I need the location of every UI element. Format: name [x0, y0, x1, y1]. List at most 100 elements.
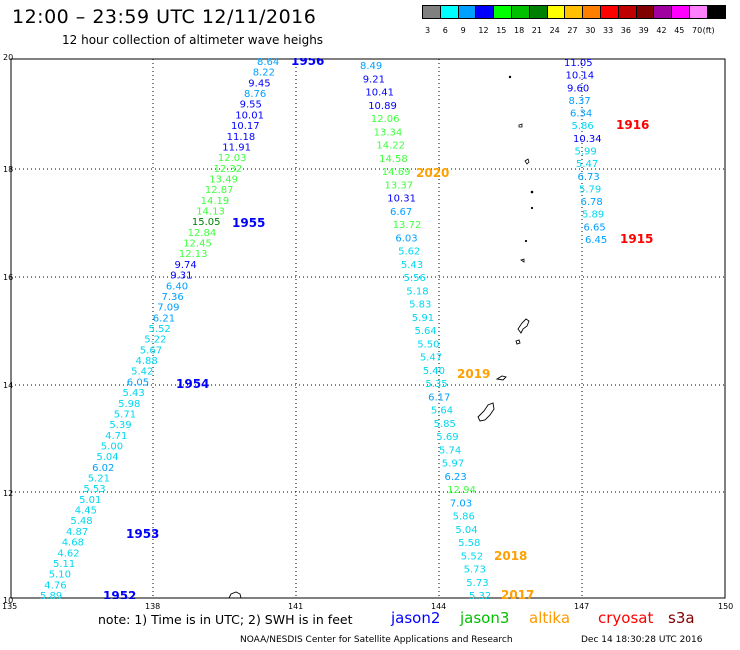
wave-height-value: 5.73 [466, 578, 488, 589]
wave-height-value: 5.71 [114, 409, 136, 420]
island-shape [524, 239, 528, 243]
wave-height-value: 5.97 [442, 459, 464, 470]
wave-height-value: 12.03 [218, 153, 247, 164]
legend-label: 36 [620, 26, 631, 35]
wave-height-value: 5.39 [109, 420, 131, 431]
lat-tick-label: 16 [3, 273, 14, 282]
legend-swatch [635, 5, 655, 19]
wave-height-value: 12.94 [447, 485, 476, 496]
wave-height-value: 5.11 [53, 559, 75, 570]
wave-height-value: 5.99 [575, 147, 597, 158]
wave-height-value: 5.79 [579, 184, 601, 195]
wave-height-value: 13.37 [385, 180, 414, 191]
generation-timestamp: Dec 14 18:30:28 UTC 2016 [581, 635, 703, 645]
legend-swatch [653, 5, 673, 19]
wave-height-value: 13.34 [374, 127, 403, 138]
wave-height-value: 9.31 [170, 271, 192, 282]
footnote: note: 1) Time is in UTC; 2) SWH is in fe… [98, 612, 353, 627]
wave-height-value: 4.71 [105, 431, 127, 442]
legend-label: 39 [638, 26, 649, 35]
wave-height-value: 10.41 [365, 88, 394, 99]
island-outlines [228, 75, 534, 599]
lat-lon-grid [11, 59, 725, 598]
legend-swatch [439, 5, 459, 19]
wave-height-value: 5.85 [434, 419, 456, 430]
wave-height-value: 5.89 [582, 210, 604, 221]
wave-height-value: 5.22 [144, 335, 166, 346]
pass-time-label: 1956 [291, 58, 324, 68]
wave-height-value: 5.40 [423, 366, 445, 377]
wave-height-value: 6.34 [570, 109, 592, 120]
pass-time-label: 2020 [416, 166, 449, 180]
wave-height-value: 6.03 [395, 233, 417, 244]
wave-height-value: 5.73 [464, 565, 486, 576]
legend-swatch [457, 5, 477, 19]
wave-height-value: 5.83 [409, 300, 431, 311]
wave-height-value: 11.91 [222, 142, 251, 153]
wave-height-value: 10.17 [231, 121, 260, 132]
wave-height-value: 12.32 [214, 164, 243, 175]
wave-height-value: 6.65 [584, 222, 606, 233]
lat-tick-label: 14 [3, 381, 14, 390]
wave-height-value: 12.06 [371, 114, 400, 125]
wave-height-value: 5.86 [453, 512, 475, 523]
wave-height-value: 5.69 [436, 432, 458, 443]
legend-label: 33 [603, 26, 614, 35]
wave-height-value: 7.36 [162, 292, 184, 303]
wave-height-map: 8.648.229.458.769.5510.0110.1711.1811.91… [10, 58, 726, 599]
wave-height-value: 8.22 [253, 68, 275, 79]
island-shape [530, 190, 534, 194]
page-subtitle: 12 hour collection of altimeter wave hei… [62, 33, 324, 47]
wave-height-value: 12.84 [188, 228, 217, 239]
credit-line: NOAA/NESDIS Center for Satellite Applica… [240, 635, 513, 645]
wave-height-value: 5.74 [439, 445, 461, 456]
wave-height-value: 5.52 [461, 551, 483, 562]
lat-tick-label: 20 [3, 53, 14, 62]
wave-height-value: 5.86 [572, 121, 594, 132]
wave-height-value: 5.43 [123, 388, 145, 399]
legend-swatch [706, 5, 726, 19]
wave-height-value: 9.21 [363, 74, 385, 85]
wave-height-value: 10.01 [235, 110, 264, 121]
wave-height-value: 10.89 [368, 101, 397, 112]
wave-height-value: 11.05 [564, 58, 593, 69]
wave-height-value: 7.03 [450, 498, 472, 509]
wave-height-value: 4.68 [62, 538, 84, 549]
wave-height-value: 6.73 [578, 172, 600, 183]
legend-label: 18 [514, 26, 525, 35]
pass-time-label: 1952 [103, 589, 136, 599]
wave-height-value: 5.62 [398, 247, 420, 258]
pass-time-label: 1953 [126, 527, 159, 541]
pass-time-label: 1955 [232, 216, 265, 230]
wave-height-value: 14.19 [201, 196, 230, 207]
island-shape [518, 123, 523, 128]
wave-height-values: 8.648.229.458.769.5510.0110.1711.1811.91… [40, 58, 607, 599]
wave-height-value: 5.89 [40, 591, 62, 599]
wave-height-value: 5.58 [458, 538, 480, 549]
satellite-cryosat-label: cryosat [598, 609, 654, 627]
lon-tick-label: 144 [431, 602, 447, 611]
wave-height-value: 5.64 [431, 406, 453, 417]
satellite-s3a-label: s3a [668, 609, 695, 627]
legend-swatch [600, 5, 619, 19]
legend-label: 42 [656, 26, 667, 35]
legend-swatch [689, 5, 708, 19]
wave-height-value: 10.34 [573, 134, 602, 145]
page-title: 12:00 – 23:59 UTC 12/11/2016 [12, 6, 317, 28]
lon-tick-label: 141 [288, 602, 304, 611]
map-frame [10, 58, 726, 599]
legend-swatch [528, 5, 548, 19]
wave-height-value: 5.10 [49, 570, 71, 581]
wave-height-value: 5.91 [412, 313, 434, 324]
lat-tick-label: 12 [3, 489, 14, 498]
wave-height-value: 8.37 [569, 96, 591, 107]
wave-height-value: 5.32 [469, 591, 491, 599]
satellite-jason3-label: jason3 [460, 609, 510, 627]
legend-label: 45 [674, 26, 685, 35]
wave-height-value: 5.67 [140, 345, 162, 356]
island-shape [517, 318, 530, 334]
wave-height-value: 14.22 [376, 141, 405, 152]
wave-height-value: 15.05 [192, 217, 221, 228]
legend-swatch [582, 5, 601, 19]
pass-time-label: 1915 [620, 232, 653, 246]
